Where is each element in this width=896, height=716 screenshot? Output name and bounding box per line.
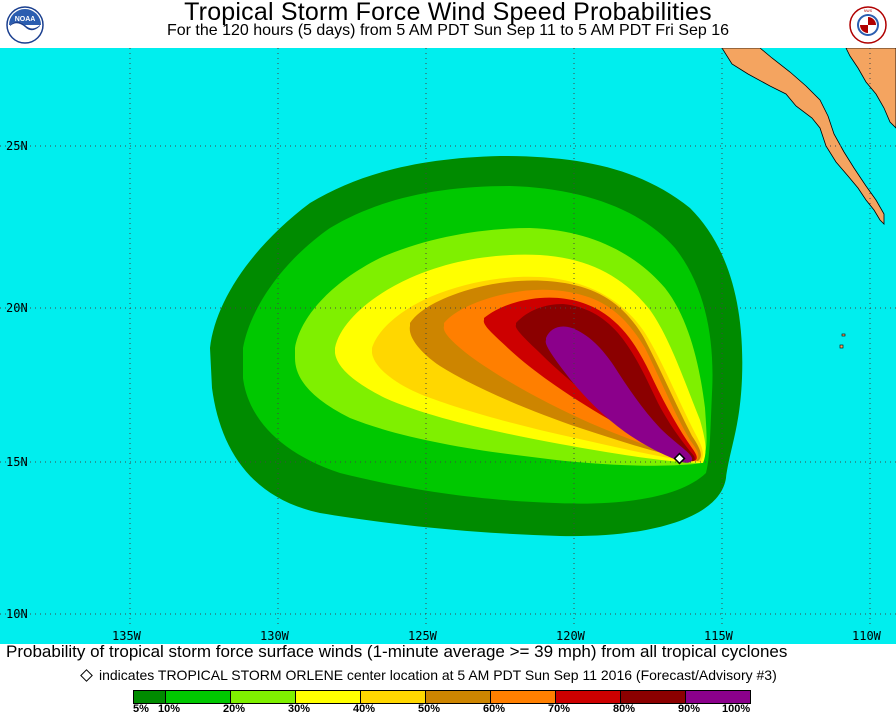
map-title: Tropical Storm Force Wind Speed Probabil… bbox=[184, 0, 712, 26]
legend-color-bar bbox=[133, 690, 751, 704]
legend-swatch bbox=[556, 691, 621, 703]
storm-center-marker bbox=[673, 452, 686, 465]
noaa-logo: NOAA bbox=[6, 6, 44, 44]
lat-label-10n: 10N bbox=[6, 607, 28, 621]
legend-label: 30% bbox=[288, 703, 311, 715]
legend-label: 80% bbox=[613, 703, 636, 715]
island bbox=[841, 333, 846, 337]
probability-description: Probability of tropical storm force surf… bbox=[6, 642, 788, 661]
island bbox=[839, 344, 844, 349]
lon-label-120w: 120W bbox=[556, 629, 586, 643]
legend-swatch bbox=[491, 691, 556, 703]
legend-swatch bbox=[134, 691, 166, 703]
legend-swatch bbox=[231, 691, 296, 703]
nws-logo: NWS bbox=[849, 6, 887, 44]
legend-swatch bbox=[426, 691, 491, 703]
diamond-icon bbox=[80, 668, 93, 682]
legend-label: 5% bbox=[133, 703, 149, 715]
legend-swatch bbox=[361, 691, 426, 703]
legend-label: 40% bbox=[353, 703, 376, 715]
legend-label: 100% bbox=[722, 703, 751, 715]
lon-label-130w: 130W bbox=[260, 629, 290, 643]
storm-location-text: indicates TROPICAL STORM ORLENE center l… bbox=[99, 667, 777, 683]
legend-label: 90% bbox=[678, 703, 701, 715]
legend-label: 60% bbox=[483, 703, 506, 715]
lon-label-110w: 110W bbox=[852, 629, 882, 643]
legend-swatch bbox=[296, 691, 361, 703]
map-subtitle: For the 120 hours (5 days) from 5 AM PDT… bbox=[166, 22, 730, 39]
legend-labels: 5% 10% 20% 30% 40% 50% 60% 70% 80% 90% 100% bbox=[0, 703, 896, 716]
mainland-mexico-land bbox=[845, 48, 896, 129]
lat-label-20n: 20N bbox=[6, 301, 28, 315]
lon-label-135w: 135W bbox=[112, 629, 142, 643]
lon-label-115w: 115W bbox=[704, 629, 734, 643]
storm-location-note: indicates TROPICAL STORM ORLENE center l… bbox=[80, 667, 777, 683]
legend-label: 50% bbox=[418, 703, 441, 715]
probability-contours bbox=[210, 156, 743, 537]
svg-text:NOAA: NOAA bbox=[15, 16, 36, 23]
lat-label-15n: 15N bbox=[6, 455, 28, 469]
svg-text:NWS: NWS bbox=[864, 9, 873, 13]
legend-swatch bbox=[621, 691, 686, 703]
legend-swatch bbox=[166, 691, 231, 703]
lat-label-25n: 25N bbox=[6, 139, 28, 153]
baja-california-land bbox=[721, 48, 885, 225]
legend-label: 70% bbox=[548, 703, 571, 715]
probability-map: 25N 20N 15N 10N 135W 130W 125W 120W 115W… bbox=[0, 48, 896, 644]
lon-label-125w: 125W bbox=[408, 629, 438, 643]
legend-label: 20% bbox=[223, 703, 246, 715]
legend-label: 10% bbox=[158, 703, 181, 715]
contour-90pct bbox=[545, 326, 693, 463]
legend-swatch bbox=[686, 691, 750, 703]
